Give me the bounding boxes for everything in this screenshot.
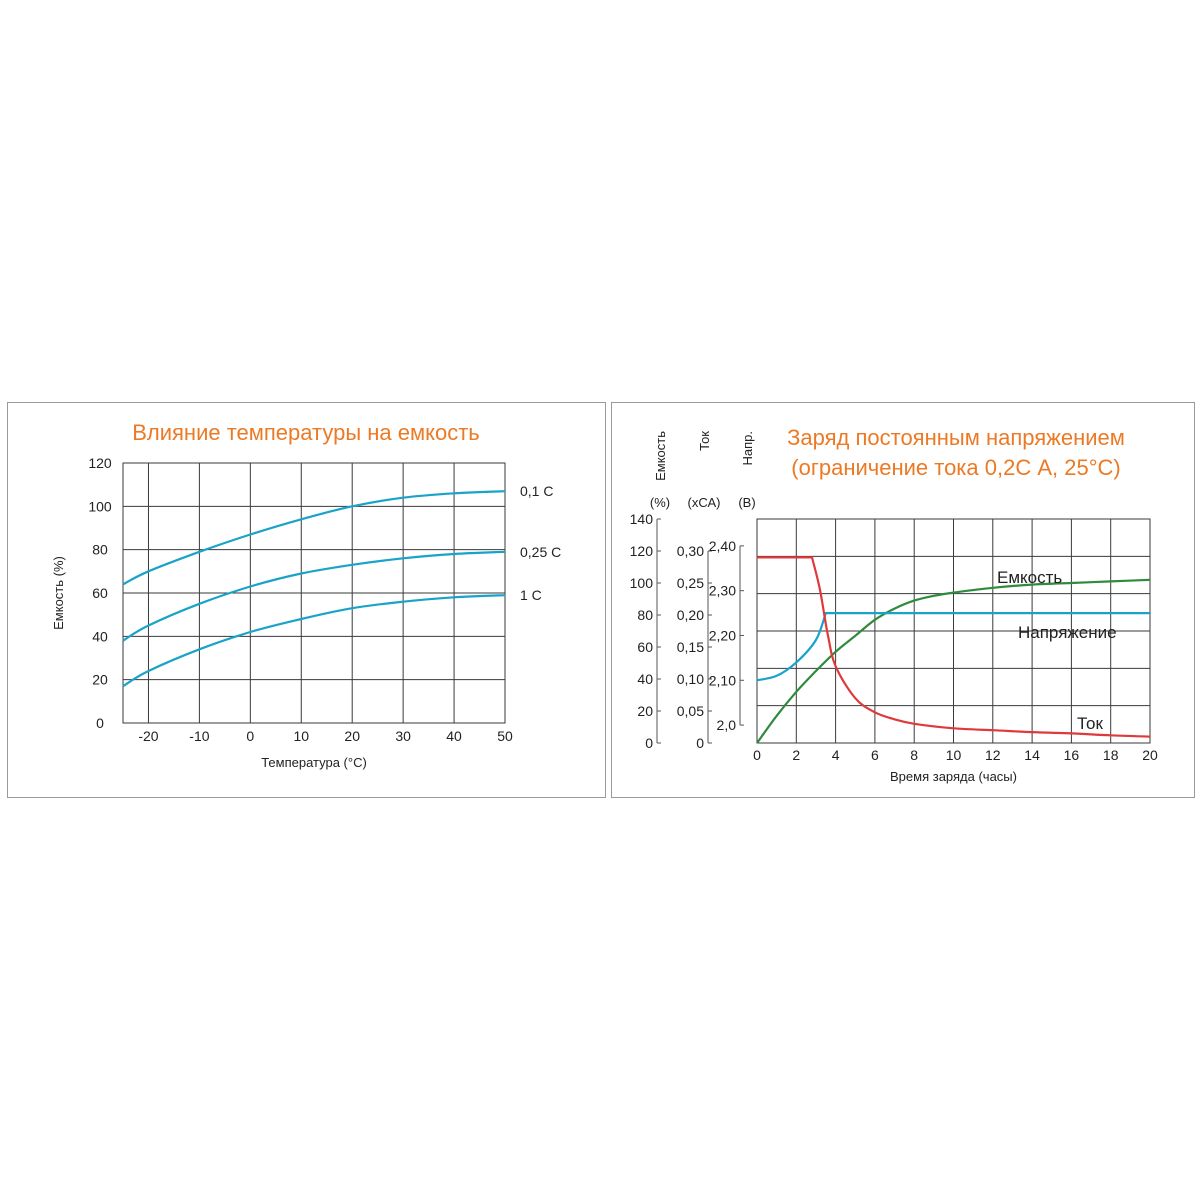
y-tick-label: 40: [637, 671, 653, 687]
y-tick-label: 2,10: [709, 672, 736, 688]
x-tick-label: 18: [1103, 747, 1119, 763]
y-tick-label: 2,30: [709, 583, 736, 599]
x-tick-label: 4: [832, 747, 840, 763]
x-tick-label: 0: [753, 747, 761, 763]
y-tick-label: 40: [92, 628, 108, 644]
y-tick-label: 20: [637, 703, 653, 719]
series-label: 0,1 С: [520, 483, 553, 499]
x-tick-label: -20: [138, 728, 158, 744]
y-tick-label: 80: [92, 542, 108, 558]
y-axis-unit: (В): [738, 495, 755, 510]
chart-title: Влияние температуры на емкость: [132, 420, 480, 445]
constant-voltage-charge-chart: Заряд постоянным напряжением (ограничение…: [630, 425, 1158, 784]
series-line-2: [122, 550, 506, 642]
x-tick-label: 12: [985, 747, 1001, 763]
x-tick-label: 16: [1064, 747, 1080, 763]
y-tick-label: 0,10: [677, 671, 704, 687]
x-axis-label: Время заряда (часы): [890, 769, 1017, 784]
series-label: 0,25 С: [520, 544, 561, 560]
x-tick-label: 8: [910, 747, 918, 763]
y-axis-unit: (%): [650, 495, 670, 510]
x-tick-label: 20: [1142, 747, 1158, 763]
y-tick-label: 140: [630, 511, 654, 527]
y-tick-label: 2,40: [709, 538, 736, 554]
series-label: Напряжение: [1018, 623, 1117, 642]
y-axis-title: Ток: [697, 431, 712, 451]
series-line-1: [122, 490, 506, 586]
y-tick-label: 0,15: [677, 639, 704, 655]
x-tick-label: 30: [395, 728, 411, 744]
chart-title-line-1: Заряд постоянным напряжением: [787, 425, 1125, 450]
y-tick-label: 120: [88, 455, 112, 471]
x-tick-label: 40: [446, 728, 462, 744]
y-axis-1: 0 20 40 60 80 100 120 140: [630, 511, 661, 751]
series-line-3: [757, 556, 1151, 738]
y-tick-label: 100: [88, 498, 112, 514]
y-tick-label: 0,30: [677, 543, 704, 559]
y-axis-2: 0 0,05 0,10 0,15 0,20 0,25 0,30: [677, 543, 712, 751]
y-tick-label: 80: [637, 607, 653, 623]
temperature-capacity-chart: Влияние температуры на емкость -20 -10 0 10 2…: [51, 420, 561, 770]
series-label: Емкость: [997, 568, 1062, 587]
x-tick-label: -10: [189, 728, 209, 744]
temperature-capacity-panel: Влияние температуры на емкость -20 -10 0 10 2…: [7, 402, 606, 798]
series-label: 1 С: [520, 587, 542, 603]
y-axis-label: Емкость (%): [51, 556, 66, 630]
y-tick-label: 0,20: [677, 607, 704, 623]
y-axis-title: Напр.: [740, 431, 755, 466]
y-tick-label: 100: [630, 575, 654, 591]
y-axis-unit: (хСА): [688, 495, 721, 510]
y-tick-label: 0: [96, 715, 104, 731]
y-axis-3: 2,0 2,10 2,20 2,30 2,40: [709, 538, 744, 733]
grid: [122, 462, 506, 724]
y-tick-label: 2,20: [709, 627, 736, 643]
y-tick-label: 0,05: [677, 703, 704, 719]
x-tick-label: 0: [246, 728, 254, 744]
x-tick-label: 6: [871, 747, 879, 763]
x-tick-label: 50: [497, 728, 513, 744]
x-tick-label: 14: [1024, 747, 1040, 763]
y-tick-label: 120: [630, 543, 654, 559]
x-tick-label: 10: [293, 728, 309, 744]
x-tick-label: 20: [344, 728, 360, 744]
series-line-1: [756, 578, 1151, 744]
y-tick-label: 60: [637, 639, 653, 655]
y-tick-label: 0: [696, 735, 704, 751]
y-tick-label: 0: [645, 735, 653, 751]
y-tick-label: 2,0: [717, 717, 737, 733]
series-line-3: [122, 594, 506, 688]
grid: [756, 518, 1151, 744]
y-tick-label: 0,25: [677, 575, 704, 591]
x-axis-label: Температура (°C): [261, 755, 367, 770]
chart-title-line-2: (ограничение тока 0,2С А, 25°C): [791, 455, 1120, 480]
x-tick-label: 10: [946, 747, 962, 763]
x-tick-label: 2: [792, 747, 800, 763]
y-axis-title: Емкость: [653, 431, 668, 481]
constant-voltage-charge-panel: Заряд постоянным напряжением (ограничение…: [611, 402, 1195, 798]
y-tick-label: 60: [92, 585, 108, 601]
y-tick-label: 20: [92, 672, 108, 688]
series-label: Ток: [1077, 714, 1104, 733]
